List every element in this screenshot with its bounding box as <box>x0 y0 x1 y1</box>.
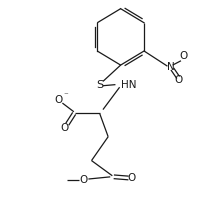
Text: O: O <box>60 123 69 133</box>
Text: S: S <box>96 80 103 90</box>
Text: HN: HN <box>121 80 136 90</box>
Text: O: O <box>179 51 187 61</box>
Text: O: O <box>54 95 62 105</box>
Text: O: O <box>175 75 183 85</box>
Text: O: O <box>127 173 135 183</box>
Text: N: N <box>167 62 175 72</box>
Text: ⁻: ⁻ <box>63 91 68 100</box>
Text: O: O <box>79 175 87 185</box>
